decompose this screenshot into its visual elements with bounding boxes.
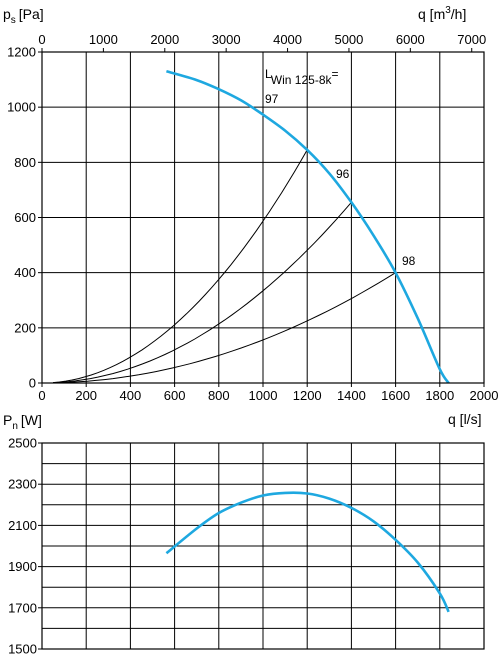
x2-tick-label: 5000 (334, 32, 363, 47)
pressure-axis-label: ps [Pa] (3, 6, 44, 26)
pressure-chart-curves (52, 70, 450, 384)
x-tick-label: 400 (120, 388, 142, 403)
power-chart-frame (41, 442, 485, 650)
y-tick-label: 400 (14, 265, 36, 280)
power-chart-ticks: 1500 1700 1900 2100 2300 2500 (8, 436, 42, 654)
power-chart-grid (41, 442, 485, 650)
x-tick-label: 600 (164, 388, 186, 403)
x-tick-label: 1400 (337, 388, 366, 403)
x2-tick-label: 7000 (457, 32, 486, 47)
y-tick-label: 1000 (7, 100, 36, 115)
y-tick-label: 600 (14, 210, 36, 225)
x2-tick-label: 6000 (396, 32, 425, 47)
x-tick-label: 800 (208, 388, 230, 403)
pressure-chart-frame (41, 51, 485, 384)
x-tick-label: 1800 (425, 388, 454, 403)
fan-pressure-curve (166, 70, 450, 384)
power-y-tick-label: 2100 (8, 518, 37, 533)
x2-tick-label: 1000 (89, 32, 118, 47)
model-annotation: LWin 125-8k= (265, 67, 339, 87)
x-tick-label: 1600 (381, 388, 410, 403)
airflow-m3h-axis-label: q [m3/h] (418, 5, 466, 22)
pressure-chart-grid (41, 51, 485, 384)
x2-tick-label: 4000 (273, 32, 302, 47)
x2-tick-label: 2000 (150, 32, 179, 47)
x-tick-label: 1200 (293, 388, 322, 403)
y-tick-label: 200 (14, 320, 36, 335)
x-tick-label: 200 (75, 388, 97, 403)
airflow-ls-axis-label: q [l/s] (448, 411, 481, 427)
system-curve (52, 201, 352, 384)
pressure-chart-ticks: 0 200 400 600 800 1000 1200 1400 1600 1800 2000020… (7, 32, 498, 403)
system-curve-label-98: 98 (402, 254, 416, 268)
system-curve (52, 149, 308, 384)
model-value-label: 97 (265, 92, 279, 106)
y-tick-label: 800 (14, 155, 36, 170)
x2-tick-label: 0 (38, 32, 45, 47)
power-y-tick-label: 1900 (8, 559, 37, 574)
power-chart-curves (165, 491, 450, 613)
x2-tick-label: 3000 (212, 32, 241, 47)
power-axis-label: Pn [W] (3, 412, 42, 432)
x-tick-label: 0 (38, 388, 45, 403)
fan-power-curve (165, 491, 450, 613)
power-y-tick-label: 1700 (8, 600, 37, 615)
system-curve-label-96: 96 (336, 167, 350, 181)
power-y-tick-label: 2500 (8, 436, 37, 451)
system-curve (52, 272, 396, 384)
x-tick-label: 2000 (470, 388, 499, 403)
power-y-tick-label: 2300 (8, 477, 37, 492)
y-tick-label: 0 (29, 376, 36, 391)
y-tick-label: 1200 (7, 45, 36, 60)
power-y-tick-label: 1500 (8, 642, 37, 654)
x-tick-label: 1000 (249, 388, 278, 403)
